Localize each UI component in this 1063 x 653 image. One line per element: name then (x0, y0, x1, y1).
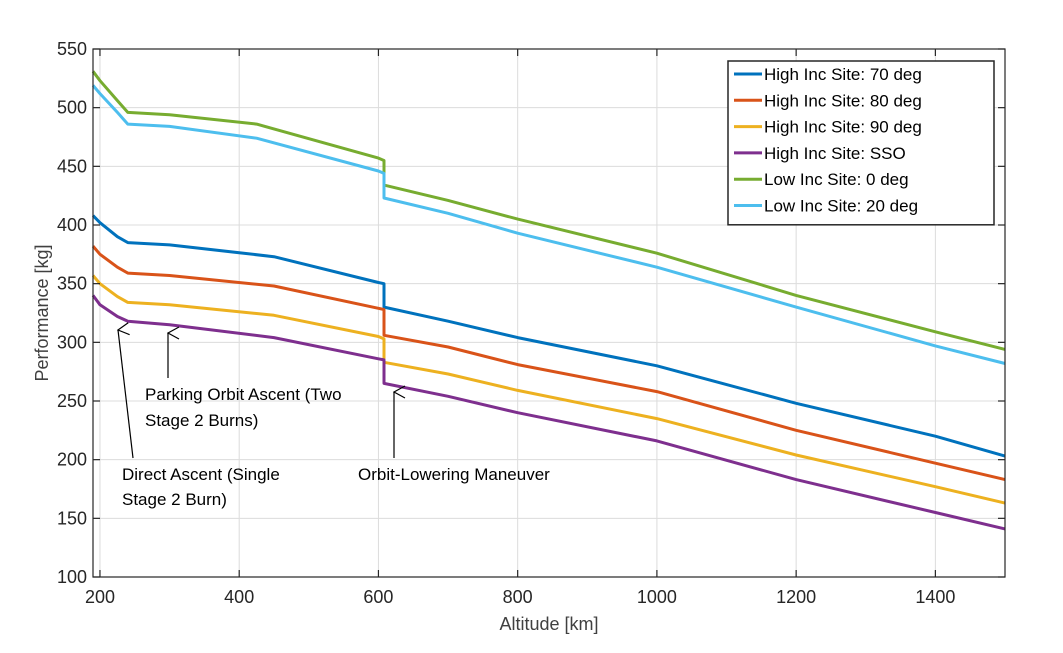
y-tick-label: 200 (57, 450, 87, 470)
series-line-5 (91, 70, 1006, 351)
y-axis-label: Performance [kg] (32, 244, 52, 381)
legend-label: High Inc Site: 70 deg (764, 65, 922, 84)
series-line-6 (91, 84, 1006, 365)
direct-ascent-text-line-1: Direct Ascent (Single (122, 465, 280, 484)
parking-orbit-text-line-1: Parking Orbit Ascent (Two (145, 385, 342, 404)
x-tick-label: 1400 (915, 587, 955, 607)
y-tick-label: 100 (57, 567, 87, 587)
y-tick-label: 350 (57, 274, 87, 294)
legend-label: Low Inc Site: 0 deg (764, 170, 909, 189)
legend-label: High Inc Site: SSO (764, 144, 906, 163)
y-tick-label: 250 (57, 391, 87, 411)
series-layer (91, 70, 1006, 531)
legend-label: Low Inc Site: 20 deg (764, 197, 918, 216)
y-tick-label: 300 (57, 332, 87, 352)
series-line-1 (91, 214, 1006, 458)
direct-ascent-arrow (118, 330, 134, 459)
direct-ascent-annotation: Direct Ascent (Single Stage 2 Burn) (118, 330, 280, 509)
y-tick-label: 400 (57, 215, 87, 235)
legend-label: High Inc Site: 90 deg (764, 118, 922, 137)
parking-orbit-annotation: Parking Orbit Ascent (Two Stage 2 Burns) (145, 333, 342, 430)
x-tick-label: 400 (224, 587, 254, 607)
legend-label: High Inc Site: 80 deg (764, 91, 922, 110)
orbit-lowering-text: Orbit-Lowering Maneuver (358, 465, 550, 484)
plot-frame (92, 48, 1006, 578)
x-tick-label: 1200 (776, 587, 816, 607)
y-tick-label: 450 (57, 156, 87, 176)
legend-box (727, 60, 995, 226)
x-tick-label: 1000 (637, 587, 677, 607)
x-tick-label: 600 (363, 587, 393, 607)
x-axis: 200 400 600 800 1000 1200 1400 (85, 49, 955, 607)
y-tick-label: 550 (57, 39, 87, 59)
x-tick-label: 200 (85, 587, 115, 607)
series-line-3 (91, 274, 1006, 505)
parking-orbit-text-line-2: Stage 2 Burns) (145, 411, 258, 430)
series-line-4 (91, 294, 1006, 531)
direct-ascent-text-line-2: Stage 2 Burn) (122, 490, 227, 509)
orbit-lowering-annotation: Orbit-Lowering Maneuver (358, 392, 550, 484)
y-tick-label: 150 (57, 508, 87, 528)
y-axis: 100 150 200 250 300 350 400 450 500 550 (57, 39, 1005, 587)
annotations: Direct Ascent (Single Stage 2 Burn) Park… (118, 330, 550, 509)
x-tick-label: 800 (503, 587, 533, 607)
legend: High Inc Site: 70 deg High Inc Site: 80 d… (727, 60, 995, 226)
y-tick-label: 500 (57, 98, 87, 118)
x-axis-label: Altitude [km] (499, 614, 598, 634)
series-line-2 (91, 245, 1006, 482)
